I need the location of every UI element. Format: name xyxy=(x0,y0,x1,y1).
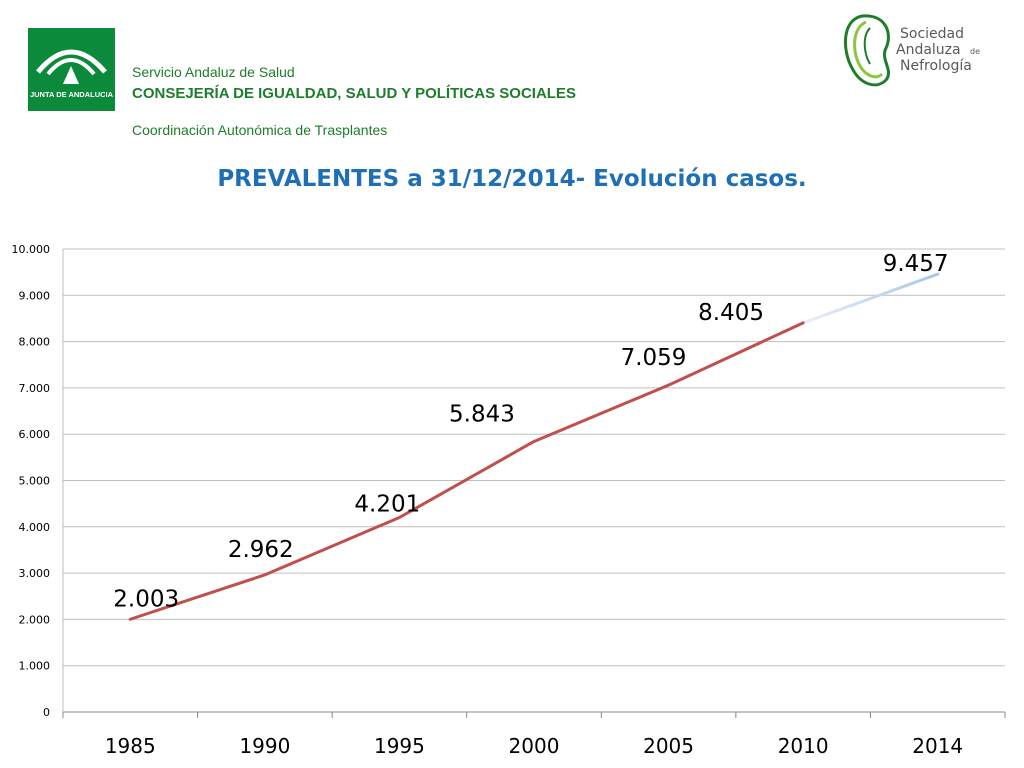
x-tick-label: 1990 xyxy=(239,734,290,758)
logo-left-text: JUNTA DE ANDALUCIA xyxy=(30,90,114,99)
y-tick-label: 6.000 xyxy=(19,428,51,441)
data-label: 2.003 xyxy=(113,586,179,612)
y-tick-label: 7.000 xyxy=(19,382,51,395)
org-line-servicio: Servicio Andaluz de Salud xyxy=(132,64,295,80)
data-label: 5.843 xyxy=(449,401,515,427)
series-line xyxy=(128,321,805,621)
x-tick-label: 2010 xyxy=(778,734,829,758)
x-tick-label: 1995 xyxy=(374,734,425,758)
series-projection-line xyxy=(801,272,940,325)
y-tick-label: 8.000 xyxy=(19,336,51,349)
y-tick-label: 5.000 xyxy=(19,475,51,488)
x-tick-label: 1985 xyxy=(105,734,156,758)
junta-de-andalucia-logo: JUNTA DE ANDALUCIA xyxy=(28,28,115,111)
logo-right-line3: de xyxy=(970,47,980,56)
logo-right-line4: Nefrología xyxy=(900,58,972,74)
y-tick-label: 4.000 xyxy=(19,521,51,534)
data-label: 8.405 xyxy=(698,300,764,326)
y-tick-label: 9.000 xyxy=(19,289,51,302)
org-line-coordinacion: Coordinación Autonómica de Trasplantes xyxy=(132,122,388,138)
x-tick-label: 2000 xyxy=(509,734,560,758)
y-tick-label: 3.000 xyxy=(19,567,51,580)
logo-right-line1: Sociedad xyxy=(900,26,964,42)
org-line-consejeria: CONSEJERÍA DE IGUALDAD, SALUD Y POLÍTICA… xyxy=(132,85,576,102)
x-tick-label: 2005 xyxy=(643,734,694,758)
chart-title: PREVALENTES a 31/12/2014- Evolución caso… xyxy=(217,166,807,192)
y-tick-label: 2.000 xyxy=(19,613,51,626)
data-label: 4.201 xyxy=(354,491,420,517)
logo-right-line2: Andaluza xyxy=(896,42,961,58)
sociedad-andaluza-nefrologia-logo: Sociedad Andaluza de Nefrología xyxy=(843,14,980,87)
y-tick-label: 0 xyxy=(43,706,50,719)
data-label: 2.962 xyxy=(228,537,294,563)
x-tick-label: 2014 xyxy=(912,734,963,758)
data-label: 7.059 xyxy=(621,345,687,371)
line-chart: 0 1.000 2.000 3.000 4.000 5.000 6.000 7.000 8.00… xyxy=(12,243,1006,758)
y-tick-label: 10.000 xyxy=(12,243,51,256)
data-label: 9.457 xyxy=(883,251,949,277)
y-tick-label: 1.000 xyxy=(19,660,51,673)
